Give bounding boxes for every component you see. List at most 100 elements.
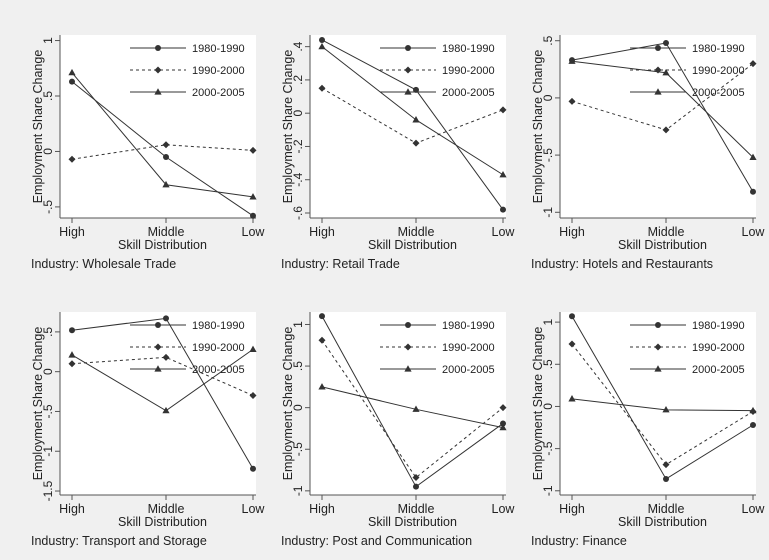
y-tick-label: 0 [291,110,305,117]
legend-label: 2000-2005 [692,364,745,376]
y-axis-label: Employment Share Change [281,50,295,204]
data-point-1990-2000 [249,392,257,400]
legend-marker [405,322,411,328]
y-tick-label: -.5 [541,148,555,162]
data-point-1980-1990 [663,40,669,47]
legend-marker [654,88,662,95]
data-point-1990-2000 [249,146,257,154]
y-tick-label: -1 [291,485,305,496]
y-tick-label: 1 [41,37,55,44]
legend-label: 1980-1990 [192,320,245,332]
y-tick-label: .5 [41,327,55,337]
data-point-1980-1990 [163,315,169,322]
data-point-1980-1990 [500,206,506,213]
data-point-2000-2005 [499,423,507,431]
x-tick-label: Low [492,502,516,516]
panel-caption: Industry: Retail Trade [281,257,400,271]
data-point-1980-1990 [250,212,256,219]
y-tick-label: -.5 [41,404,55,418]
x-tick-label: Low [742,225,766,239]
data-point-1980-1990 [750,422,756,429]
data-point-1980-1990 [319,36,325,43]
y-tick-label: -.2 [291,139,305,153]
data-point-2000-2005 [749,406,757,414]
y-tick-label: 0 [541,403,555,410]
data-point-1980-1990 [569,313,575,320]
x-tick-label: High [559,225,585,239]
legend-marker [155,322,161,328]
data-point-1990-2000 [68,155,76,163]
legend-marker [404,88,412,95]
y-tick-label: -1.5 [41,480,55,501]
y-tick-label: .5 [41,91,55,101]
data-point-2000-2005 [749,153,757,160]
data-point-1990-2000 [318,84,326,92]
legend-label: 1990-2000 [192,65,245,77]
legend-marker [154,66,162,74]
chart-panel-5: 1 .5 0 -.5 -1 Employment Share Change High Midd… [281,312,515,548]
data-point-2000-2005 [568,395,576,402]
data-point-2000-2005 [318,383,326,390]
data-point-1980-1990 [413,86,419,93]
data-point-1990-2000 [749,60,757,68]
data-point-1980-1990 [413,483,419,490]
y-tick-label: 0 [41,368,55,375]
x-tick-label: Middle [148,225,185,239]
legend-marker [155,45,161,51]
panel-caption: Industry: Finance [531,534,627,548]
y-axis-label: Employment Share Change [31,50,45,204]
legend-label: 1980-1990 [692,320,745,332]
y-tick-label: -.6 [291,206,305,220]
y-tick-label: 1 [541,318,555,325]
legend-label: 1980-1990 [442,43,495,55]
data-point-2000-2005 [162,406,170,414]
y-tick-label: -.5 [291,442,305,456]
y-tick-label: 0 [41,148,55,155]
legend-marker [154,343,162,351]
x-tick-label: Middle [148,502,185,516]
y-tick-label: -1 [41,446,55,457]
y-tick-label: .5 [541,35,555,45]
x-axis-label: Skill Distribution [618,515,707,529]
series-line-1990-2000 [321,339,504,479]
x-tick-label: High [309,225,335,239]
chart-panel-6: 1 .5 0 -.5 -1 Employment Share Change High Midd… [531,312,765,548]
data-point-1990-2000 [68,360,76,368]
legend-label: 2000-2005 [192,364,245,376]
data-point-2000-2005 [412,116,420,123]
legend-label: 1990-2000 [442,65,495,77]
data-point-1980-1990 [69,327,75,334]
data-point-1990-2000 [499,404,507,412]
legend-marker [654,365,662,372]
y-tick-label: .4 [291,41,305,51]
data-point-2000-2005 [68,68,76,76]
legend-marker [405,45,411,51]
panel-caption: Industry: Post and Communication [281,534,472,548]
legend-label: 2000-2005 [692,87,745,99]
x-axis-label: Skill Distribution [618,238,707,252]
y-tick-label: .5 [541,359,555,369]
y-axis-label: Employment Share Change [31,327,45,481]
x-axis-label: Skill Distribution [118,238,207,252]
legend-label: 1980-1990 [192,43,245,55]
x-tick-label: Middle [648,502,685,516]
x-tick-label: High [59,502,85,516]
x-tick-label: Middle [398,225,435,239]
data-point-1980-1990 [663,475,669,482]
legend-marker [655,45,661,51]
data-point-1990-2000 [162,353,170,361]
y-tick-label: .2 [291,75,305,85]
data-point-2000-2005 [249,193,257,200]
x-tick-label: Middle [648,225,685,239]
legend-label: 2000-2005 [442,87,495,99]
y-tick-label: -1 [541,207,555,218]
x-tick-label: Low [492,225,516,239]
plot-area [560,312,756,495]
x-axis-label: Skill Distribution [368,238,457,252]
data-point-1990-2000 [162,141,170,149]
legend-marker [654,343,662,351]
data-point-2000-2005 [662,406,670,413]
y-tick-label: 1 [291,321,305,328]
data-point-1990-2000 [412,474,420,482]
legend-marker [404,343,412,351]
